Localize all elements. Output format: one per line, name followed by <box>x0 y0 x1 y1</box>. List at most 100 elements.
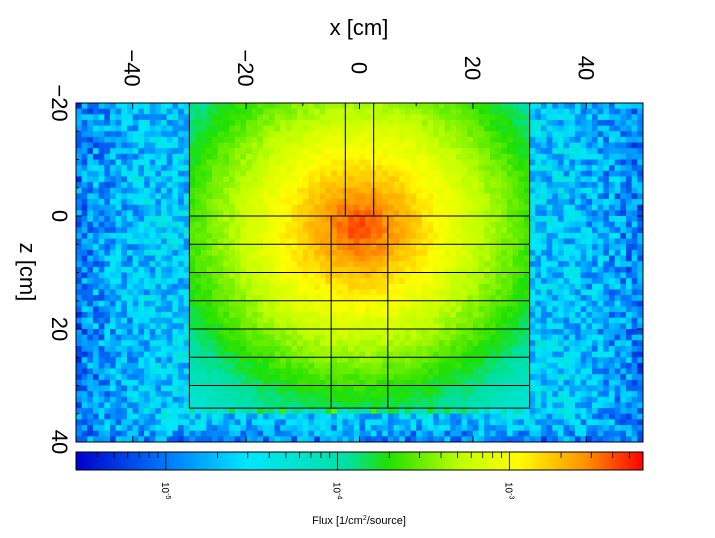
heatmap-cell <box>223 159 230 166</box>
heatmap-cell <box>138 153 145 161</box>
heatmap-cell <box>370 312 378 319</box>
heatmap-cell <box>183 131 190 138</box>
heatmap-cell <box>416 345 423 353</box>
heatmap-cell <box>382 312 389 319</box>
heatmap-cell <box>93 108 100 115</box>
heatmap-cell <box>166 345 173 353</box>
heatmap-cell <box>342 289 349 296</box>
heatmap-cell <box>166 379 173 387</box>
heatmap-cell <box>580 170 587 178</box>
heatmap-cell <box>467 334 474 341</box>
heatmap-cell <box>200 323 208 330</box>
heatmap-cell <box>223 283 230 291</box>
heatmap-cell <box>467 114 474 121</box>
heatmap-cell <box>183 221 190 228</box>
heatmap-cell <box>376 125 383 132</box>
heatmap-cell <box>144 272 151 279</box>
heatmap-cell <box>365 255 372 262</box>
heatmap-cell <box>319 306 327 313</box>
heatmap-cell <box>501 306 508 313</box>
heatmap-cell <box>297 114 304 121</box>
heatmap-cell <box>586 340 593 347</box>
heatmap-cell <box>603 148 610 155</box>
heatmap-cell <box>506 136 514 144</box>
heatmap-cell <box>399 295 406 302</box>
heatmap-cell <box>115 351 122 358</box>
heatmap-cell <box>229 351 236 358</box>
heatmap-cell <box>625 357 633 364</box>
heatmap-cell <box>348 119 355 127</box>
heatmap-cell <box>370 283 378 291</box>
heatmap-cell <box>325 323 332 330</box>
heatmap-cell <box>472 278 480 285</box>
heatmap-cell <box>200 170 208 178</box>
heatmap-cell <box>608 193 616 200</box>
heatmap-cell <box>433 283 440 291</box>
heatmap-cell <box>319 362 327 370</box>
heatmap-cell <box>506 165 514 172</box>
heatmap-cell <box>115 136 122 144</box>
heatmap-cell <box>540 283 548 291</box>
heatmap-cell <box>421 312 429 319</box>
heatmap-cell <box>393 340 400 347</box>
heatmap-cell <box>387 114 395 121</box>
heatmap-cell <box>518 334 525 341</box>
heatmap-cell <box>563 114 570 121</box>
heatmap-cell <box>178 362 185 370</box>
heatmap-cell <box>614 368 621 375</box>
heatmap-cell <box>240 187 247 194</box>
heatmap-cell <box>563 261 570 268</box>
heatmap-cell <box>81 136 88 144</box>
heatmap-cell <box>263 221 270 228</box>
heatmap-cell <box>421 317 429 324</box>
heatmap-cell <box>359 165 366 172</box>
heatmap-cell <box>484 272 491 279</box>
heatmap-cell <box>529 312 536 319</box>
heatmap-cell <box>308 193 315 200</box>
heatmap-cell <box>217 103 225 110</box>
heatmap-cell <box>291 306 298 313</box>
heatmap-cell <box>365 272 372 279</box>
heatmap-cell <box>121 249 128 257</box>
heatmap-cell <box>229 283 236 291</box>
heatmap-cell <box>518 108 525 115</box>
heatmap-cell <box>189 136 196 144</box>
heatmap-cell <box>614 379 621 387</box>
heatmap-cell <box>625 340 633 347</box>
heatmap-cell <box>370 289 378 296</box>
heatmap-cell <box>535 199 542 206</box>
heatmap-cell <box>195 165 202 172</box>
heatmap-cell <box>110 103 117 110</box>
heatmap-cell <box>121 187 128 194</box>
heatmap-cell <box>631 210 638 217</box>
heatmap-cell <box>138 340 145 347</box>
heatmap-cell <box>331 272 338 279</box>
heatmap-cell <box>166 221 173 228</box>
heatmap-cell <box>461 357 468 364</box>
heatmap-cell <box>574 340 582 347</box>
heatmap-cell <box>132 289 139 296</box>
heatmap-cell <box>206 193 213 200</box>
heatmap-cell <box>518 153 525 161</box>
heatmap-cell <box>421 187 429 194</box>
heatmap-cell <box>138 125 145 132</box>
heatmap-cell <box>251 379 259 387</box>
heatmap-cell <box>189 255 196 262</box>
heatmap-cell <box>387 323 395 330</box>
heatmap-cell <box>603 210 610 217</box>
heatmap-cell <box>580 216 587 223</box>
heatmap-cell <box>597 125 604 132</box>
heatmap-cell <box>217 306 225 313</box>
heatmap-cell <box>591 153 599 161</box>
heatmap-cell <box>625 323 633 330</box>
heatmap-cell <box>195 114 202 121</box>
heatmap-cell <box>212 193 219 200</box>
heatmap-cell <box>348 153 355 161</box>
heatmap-cell <box>399 114 406 121</box>
heatmap-cell <box>314 148 321 155</box>
heatmap-cell <box>285 227 293 234</box>
heatmap-cell <box>444 329 451 336</box>
heatmap-cell <box>574 300 582 307</box>
heatmap-cell <box>178 374 185 381</box>
heatmap-cell <box>574 131 582 138</box>
